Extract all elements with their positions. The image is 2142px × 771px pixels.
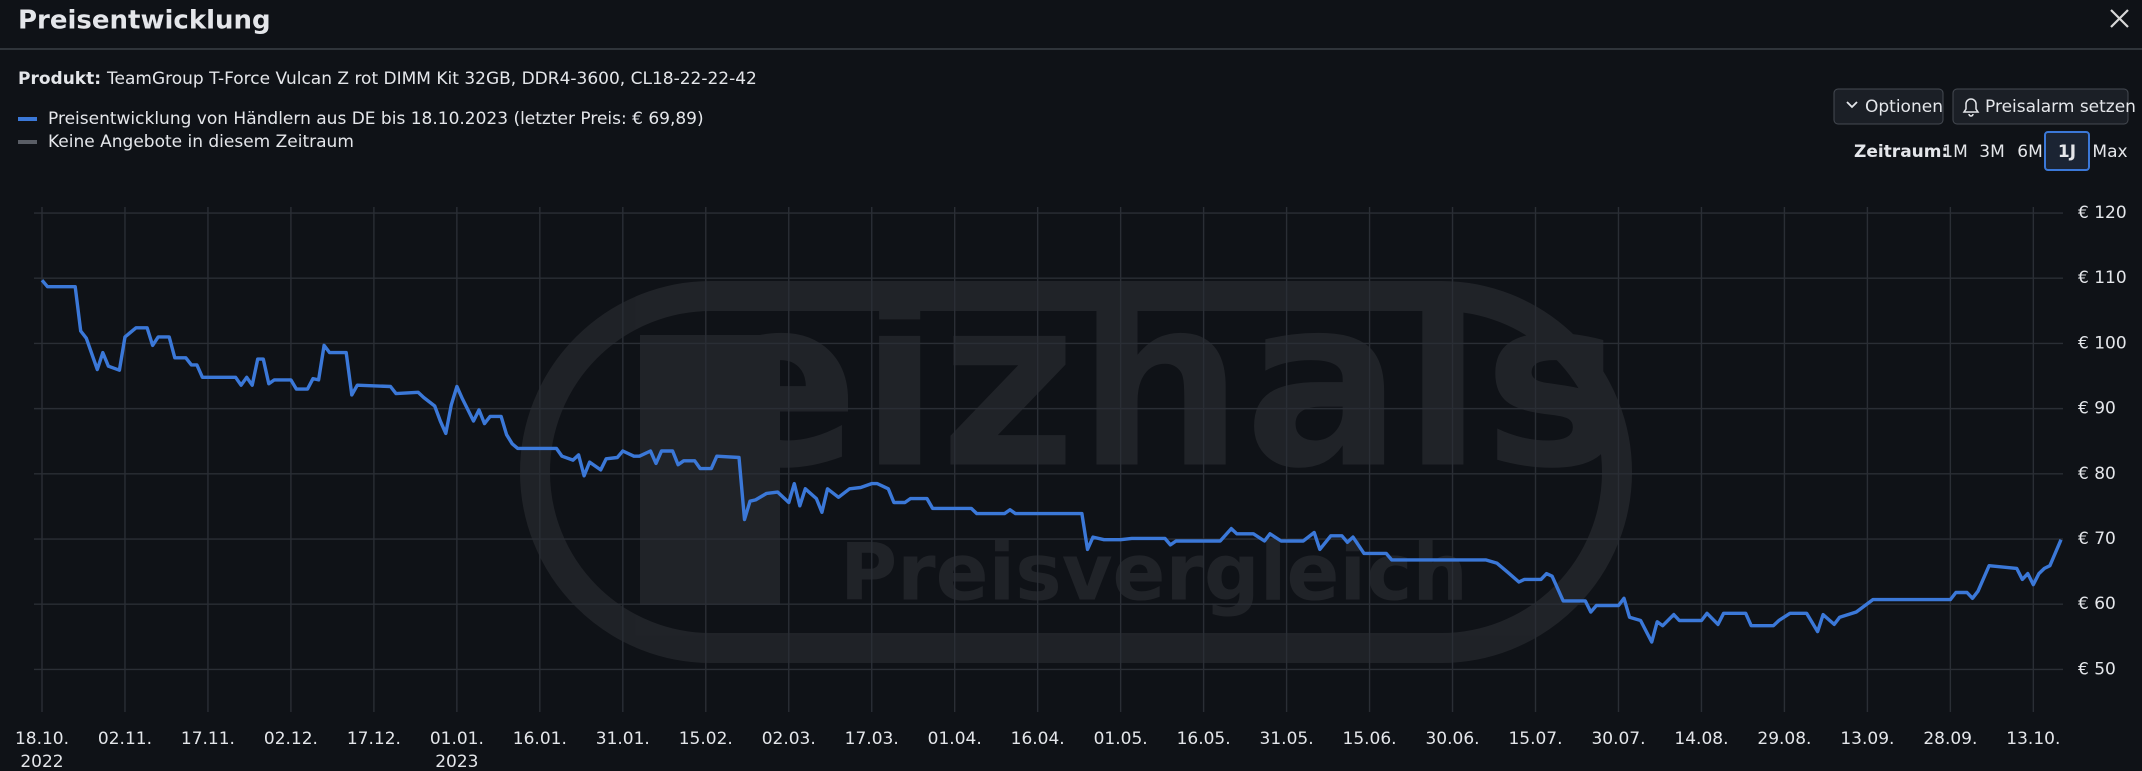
period-option[interactable]: 1J — [2044, 131, 2090, 171]
period-option-label: 1M — [1942, 142, 1967, 162]
x-tick-label: 02.03. — [762, 729, 816, 749]
period-option-label: 6M — [2017, 142, 2042, 162]
legend-label: Keine Angebote in diesem Zeitraum — [48, 132, 354, 152]
x-tick-label: 15.07. — [1508, 729, 1562, 749]
watermark-tagline: Preisvergleich — [840, 528, 1468, 618]
period-option[interactable]: 3M — [1979, 142, 2004, 162]
watermark: eizhals Preisvergleich — [520, 247, 1632, 663]
x-tick-label: 15.06. — [1343, 729, 1397, 749]
x-tick-label: 30.06. — [1425, 729, 1479, 749]
legend-label: Preisentwicklung von Händlern aus DE bis… — [48, 109, 704, 129]
x-tick-label: 17.11. — [181, 729, 235, 749]
x-tick-label: 17.03. — [845, 729, 899, 749]
product-name: TeamGroup T-Force Vulcan Z rot DIMM Kit … — [106, 69, 757, 89]
x-tick-label: 14.08. — [1674, 729, 1728, 749]
y-tick-label: € 80 — [2078, 464, 2116, 484]
plot: € 50 € 60 € 70 € 80 € 90 € 100 € 110 € 120 18.10… — [15, 203, 2127, 771]
product-label: Produkt: — [18, 69, 101, 89]
selected-frame — [2044, 131, 2090, 171]
x-tick-year: 2022 — [20, 752, 63, 771]
x-tick-label: 01.05. — [1094, 729, 1148, 749]
watermark-brand: eizhals — [700, 247, 1623, 520]
x-tick-label: 29.08. — [1757, 729, 1811, 749]
x-tick-label: 13.10. — [2006, 729, 2060, 749]
legend: Preisentwicklung von Händlern aus DE bis… — [18, 109, 704, 152]
x-tick-year: 2023 — [435, 752, 478, 771]
price-alert-button[interactable]: Preisalarm setzen — [1952, 88, 2136, 125]
x-tick-label: 15.02. — [679, 729, 733, 749]
period-option-label: 1J — [2058, 142, 2076, 162]
period-option[interactable]: 6M — [2017, 142, 2042, 162]
y-tick-label: € 90 — [2078, 399, 2116, 419]
dialog-title: Preisentwicklung — [18, 6, 271, 36]
y-tick-label: € 100 — [2078, 333, 2127, 353]
x-tick-label: 13.09. — [1840, 729, 1894, 749]
x-tick-label: 02.11. — [98, 729, 152, 749]
button-frame — [1952, 88, 2129, 125]
period-label: Zeitraum: — [1854, 142, 1948, 162]
x-tick-label: 30.07. — [1591, 729, 1645, 749]
y-tick-label: € 50 — [2078, 659, 2116, 679]
x-tick-label: 16.01. — [513, 729, 567, 749]
button-label: Preisalarm setzen — [1985, 97, 2136, 117]
period-option-label: Max — [2092, 142, 2127, 162]
x-tick-label: 16.05. — [1177, 729, 1231, 749]
x-tick-label: 01.01. — [430, 729, 484, 749]
y-tick-label: € 60 — [2078, 594, 2116, 614]
period-option-label: 3M — [1979, 142, 2004, 162]
close-button[interactable] — [2110, 9, 2129, 28]
x-tick-label: 31.01. — [596, 729, 650, 749]
period-option[interactable]: Max — [2092, 142, 2127, 162]
y-tick-label: € 120 — [2078, 203, 2127, 223]
period-selector: Zeitraum: 1M 3M 6M 1J Max — [1854, 131, 2128, 171]
button-label: Optionen — [1865, 97, 1943, 117]
x-tick-label: 17.12. — [347, 729, 401, 749]
x-tick-label: 16.04. — [1011, 729, 1065, 749]
y-tick-label: € 70 — [2078, 529, 2116, 549]
x-tick-label: 31.05. — [1260, 729, 1314, 749]
chevron-icon — [1846, 101, 1858, 109]
options-button[interactable]: Optionen — [1833, 88, 1944, 125]
watermark-frame — [520, 281, 1632, 663]
bell-icon — [1962, 98, 1980, 117]
x-tick-label: 28.09. — [1923, 729, 1977, 749]
price-line — [40, 279, 2063, 644]
x-tick-label: 01.04. — [928, 729, 982, 749]
button-frame — [1833, 88, 1944, 125]
period-option[interactable]: 1M — [1942, 142, 1967, 162]
x-tick-label: 02.12. — [264, 729, 318, 749]
y-tick-label: € 110 — [2078, 268, 2127, 288]
close-icon — [2110, 9, 2129, 28]
x-tick-label: 18.10. — [15, 729, 69, 749]
